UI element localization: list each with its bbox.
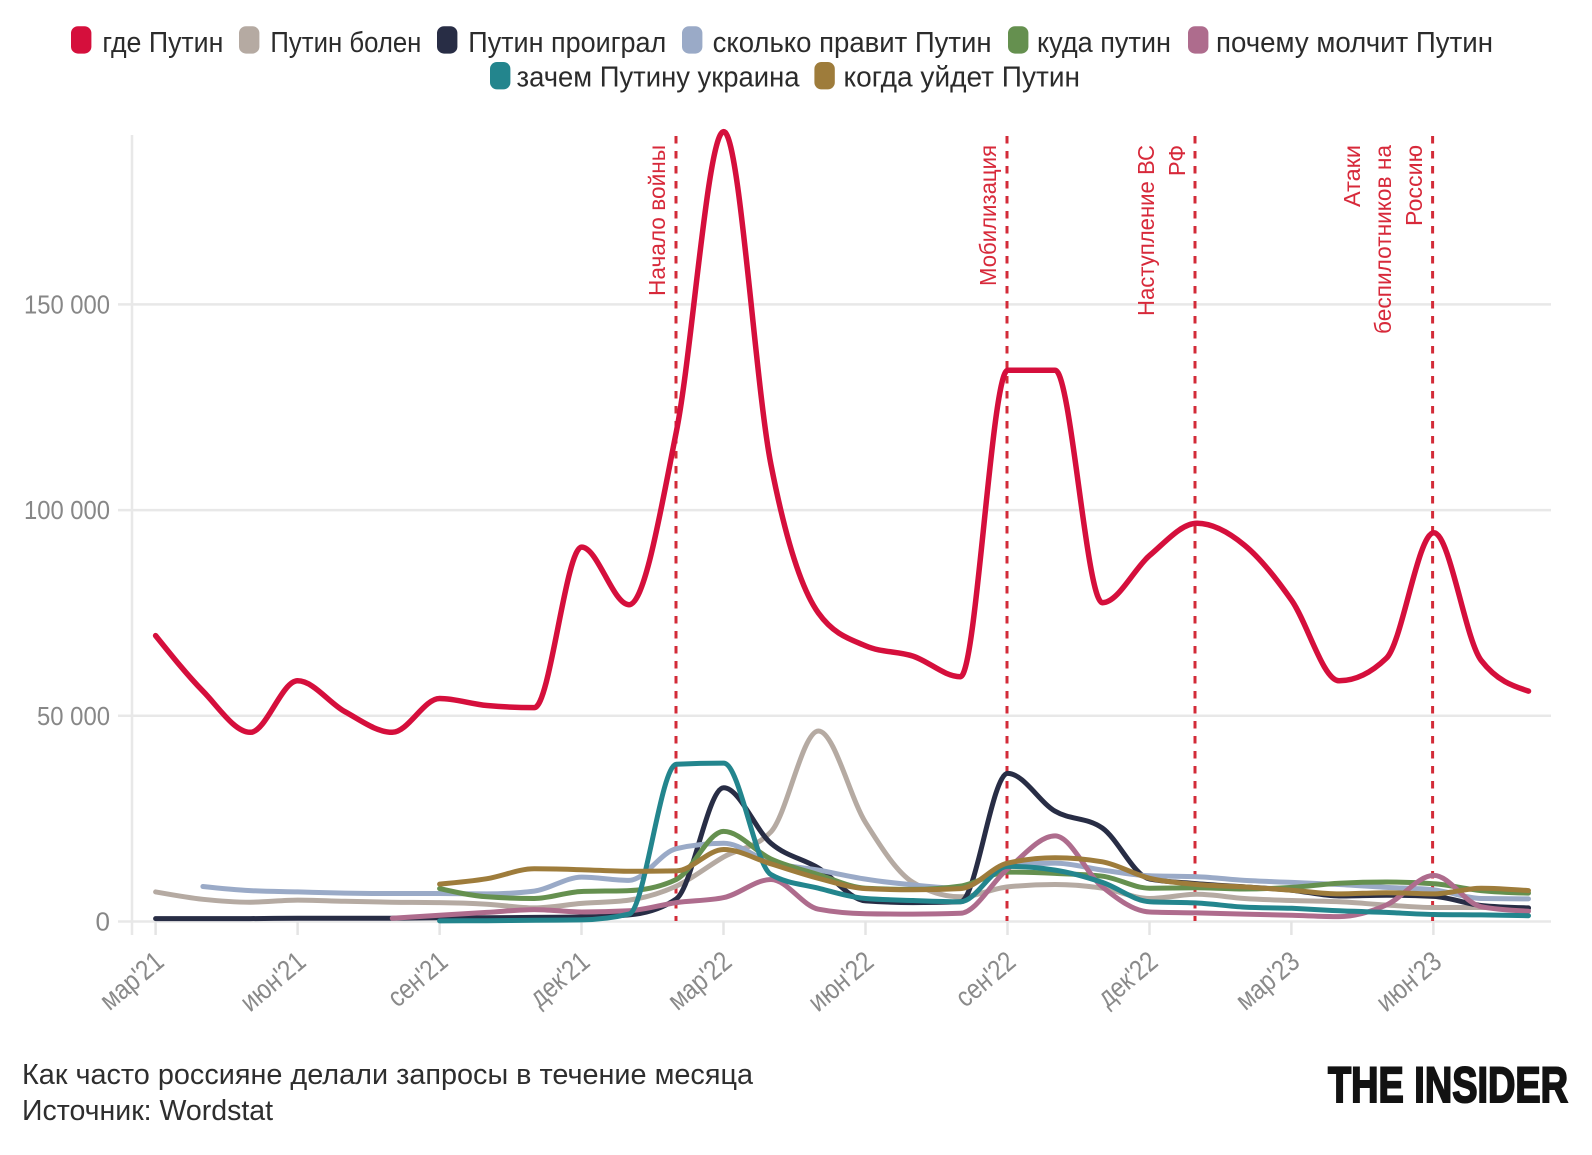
svg-text:100 000: 100 000 bbox=[24, 495, 110, 525]
svg-text:зачем Путину украина: зачем Путину украина bbox=[517, 62, 800, 94]
svg-text:Наступление ВС: Наступление ВС bbox=[1133, 145, 1159, 316]
svg-text:Начало войны: Начало войны bbox=[644, 145, 670, 296]
svg-text:Источник: Wordstat: Источник: Wordstat bbox=[22, 1095, 273, 1127]
svg-text:почему молчит Путин: почему молчит Путин bbox=[1216, 27, 1493, 59]
svg-text:беспилотников на: беспилотников на bbox=[1370, 144, 1396, 334]
svg-text:когда уйдет Путин: когда уйдет Путин bbox=[844, 62, 1081, 94]
svg-text:150 000: 150 000 bbox=[24, 289, 110, 319]
svg-text:Путин болен: Путин болен bbox=[270, 27, 421, 59]
svg-text:Как часто россияне делали запр: Как часто россияне делали запросы в тече… bbox=[22, 1059, 754, 1091]
svg-text:0: 0 bbox=[96, 907, 110, 937]
svg-text:50 000: 50 000 bbox=[37, 701, 110, 731]
svg-text:Атаки: Атаки bbox=[1339, 145, 1365, 207]
svg-text:где Путин: где Путин bbox=[102, 27, 223, 59]
svg-text:куда путин: куда путин bbox=[1037, 27, 1171, 59]
svg-text:Мобилизация: Мобилизация bbox=[975, 145, 1001, 286]
svg-text:сколько правит Путин: сколько правит Путин bbox=[713, 27, 992, 59]
svg-text:Россию: Россию bbox=[1401, 145, 1427, 226]
svg-text:Путин проиграл: Путин проиграл bbox=[468, 27, 666, 59]
svg-text:THE INSIDER: THE INSIDER bbox=[1328, 1057, 1568, 1113]
svg-text:РФ: РФ bbox=[1164, 145, 1190, 176]
